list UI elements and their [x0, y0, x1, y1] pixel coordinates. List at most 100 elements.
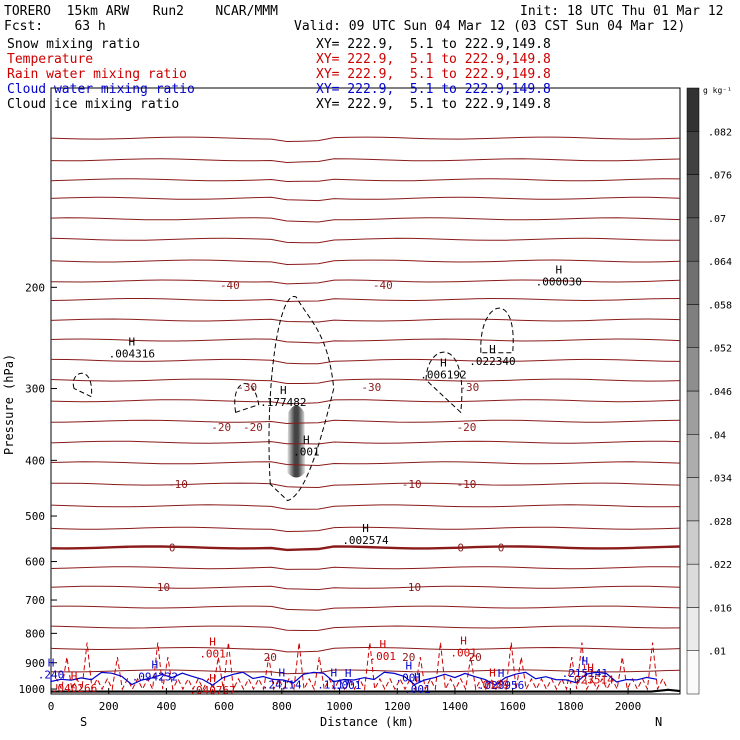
isotherm-label: -10: [168, 478, 188, 491]
isotherm-line: [50, 196, 681, 202]
maximum-marker: H: [128, 336, 135, 349]
y-tick-label: 900: [25, 657, 45, 670]
isotherm-line: [50, 297, 681, 303]
colorbar-swatch: [686, 390, 700, 435]
maximum-marker: H: [587, 661, 594, 674]
isotherm-line: [50, 217, 681, 223]
maximum-value-label: .002574: [342, 534, 389, 547]
maximum-value-label: .001: [404, 683, 431, 696]
isotherm-label: 0: [169, 541, 176, 554]
colorbar-swatch: [686, 347, 700, 392]
maximum-marker: H: [152, 659, 159, 672]
south-label: S: [80, 715, 87, 729]
maximum-value-label: .040767: [189, 684, 235, 697]
isotherm-label: 10: [157, 581, 170, 594]
maximum-value-label: .028956: [478, 679, 524, 692]
colorbar-swatch: [686, 131, 700, 175]
isotherm-label: -30: [361, 381, 381, 394]
y-tick-label: 1000: [19, 683, 46, 696]
isotherm-line: [51, 482, 681, 489]
colorbar-swatch: [686, 607, 700, 651]
axes: 0 200 400 600 800 1000 1200 1400 1600 1800 2000200…: [19, 281, 642, 713]
colorbar-label: .076: [708, 171, 732, 182]
plot-frame: [50, 87, 681, 695]
maximum-marker: H: [209, 635, 216, 648]
field-name-rain: Rain water mixing ratio: [7, 67, 188, 82]
maximum-marker: H: [489, 343, 496, 356]
maximum-value-label: .001: [450, 646, 477, 659]
isotherm-label: 0: [457, 541, 464, 554]
colorbar-swatch: [686, 87, 700, 132]
isotherm-label: -40: [220, 279, 240, 292]
snow-contour: [268, 296, 335, 502]
xy-range-cloud-ice: XY= 222.9, 5.1 to 222.9,149.8: [316, 97, 551, 112]
maximum-value-label: .040266: [51, 682, 97, 695]
maximum-value-label: .022340: [469, 355, 515, 368]
isotherm-label: -10: [457, 478, 477, 491]
colorbar-swatch: [686, 260, 700, 305]
x-tick-label: 1200: [384, 700, 411, 713]
maximum-value-label: .004316: [109, 348, 155, 361]
maximum-marker: H: [405, 659, 412, 672]
maximum-value-label: .094232: [132, 671, 178, 684]
x-tick-label: 1400: [442, 700, 469, 713]
x-tick-label: 800: [272, 700, 292, 713]
isotherm-line: [50, 625, 681, 632]
isotherm-line: [50, 338, 681, 344]
maximum-marker: H: [303, 434, 310, 447]
isotherm-line: [50, 461, 681, 467]
y-axis-title: Pressure (hPa): [2, 354, 16, 455]
maximum-marker: H: [330, 666, 337, 679]
figure-title: TORERO 15km ARW Run2 NCAR/MMM: [4, 4, 278, 19]
colorbar-unit: g kg⁻¹: [703, 86, 732, 95]
x-tick-label: 200: [99, 700, 119, 713]
surface-line: [51, 688, 681, 693]
field-name-cloud-ice: Cloud ice mixing ratio: [7, 97, 180, 112]
colorbar-label: .034: [708, 474, 732, 485]
isotherm-label: -10: [402, 478, 422, 491]
xy-range-cloud-water: XY= 222.9, 5.1 to 222.9,149.8: [316, 82, 551, 97]
maximum-value-label: .001: [293, 446, 320, 459]
north-label: N: [655, 715, 662, 729]
maximum-marker: H: [48, 657, 55, 670]
maximum-value-label: .0189: [476, 679, 509, 692]
colorbar-label: .058: [708, 300, 732, 311]
colorbar-swatch: [686, 650, 700, 695]
isotherm-line: [50, 504, 681, 510]
maximum-value-label: .001: [335, 679, 362, 692]
snow-contour: [425, 351, 463, 414]
maximum-marker: H: [414, 671, 421, 684]
forecast-hour: Fcst: 63 h: [4, 19, 106, 34]
x-tick-label: 1000: [326, 700, 353, 713]
isotherm-line: [50, 378, 681, 384]
colorbar-swatch: [686, 434, 700, 478]
maximum-value-label: .1117: [317, 678, 350, 691]
isotherm-line: [50, 158, 681, 164]
isotherm-label: 20: [264, 651, 277, 664]
isotherm-label: -20: [243, 421, 263, 434]
isotherm-line: [50, 279, 681, 285]
temperature-contours: [50, 136, 681, 675]
isotherm-line: [50, 605, 681, 611]
x-tick-label: 600: [214, 700, 234, 713]
isotherm-line: [50, 259, 681, 266]
colorbar-swatch: [686, 563, 700, 608]
isotherm-line: [50, 358, 681, 365]
maximum-marker: H: [556, 263, 563, 276]
y-tick-label: 700: [25, 594, 45, 607]
maximum-value-label: .006192: [420, 369, 466, 382]
maximum-value-label: .24114: [262, 678, 302, 691]
colorbar-label: .028: [708, 517, 732, 528]
colorbar-label: .07: [708, 214, 726, 225]
isotherm-line: [50, 440, 681, 445]
cloud-water-contour: [50, 671, 658, 686]
snow-contour: [480, 307, 514, 354]
y-tick-label: 300: [25, 383, 45, 396]
maximum-marker: H: [362, 522, 369, 535]
maximum-value-label: .240: [38, 669, 65, 682]
colorbar-label: .04: [708, 430, 726, 441]
xy-range-temperature: XY= 222.9, 5.1 to 222.9,149.8: [316, 52, 551, 67]
isotherm-line: [50, 399, 681, 405]
maximum-value-label: .001: [370, 650, 397, 663]
